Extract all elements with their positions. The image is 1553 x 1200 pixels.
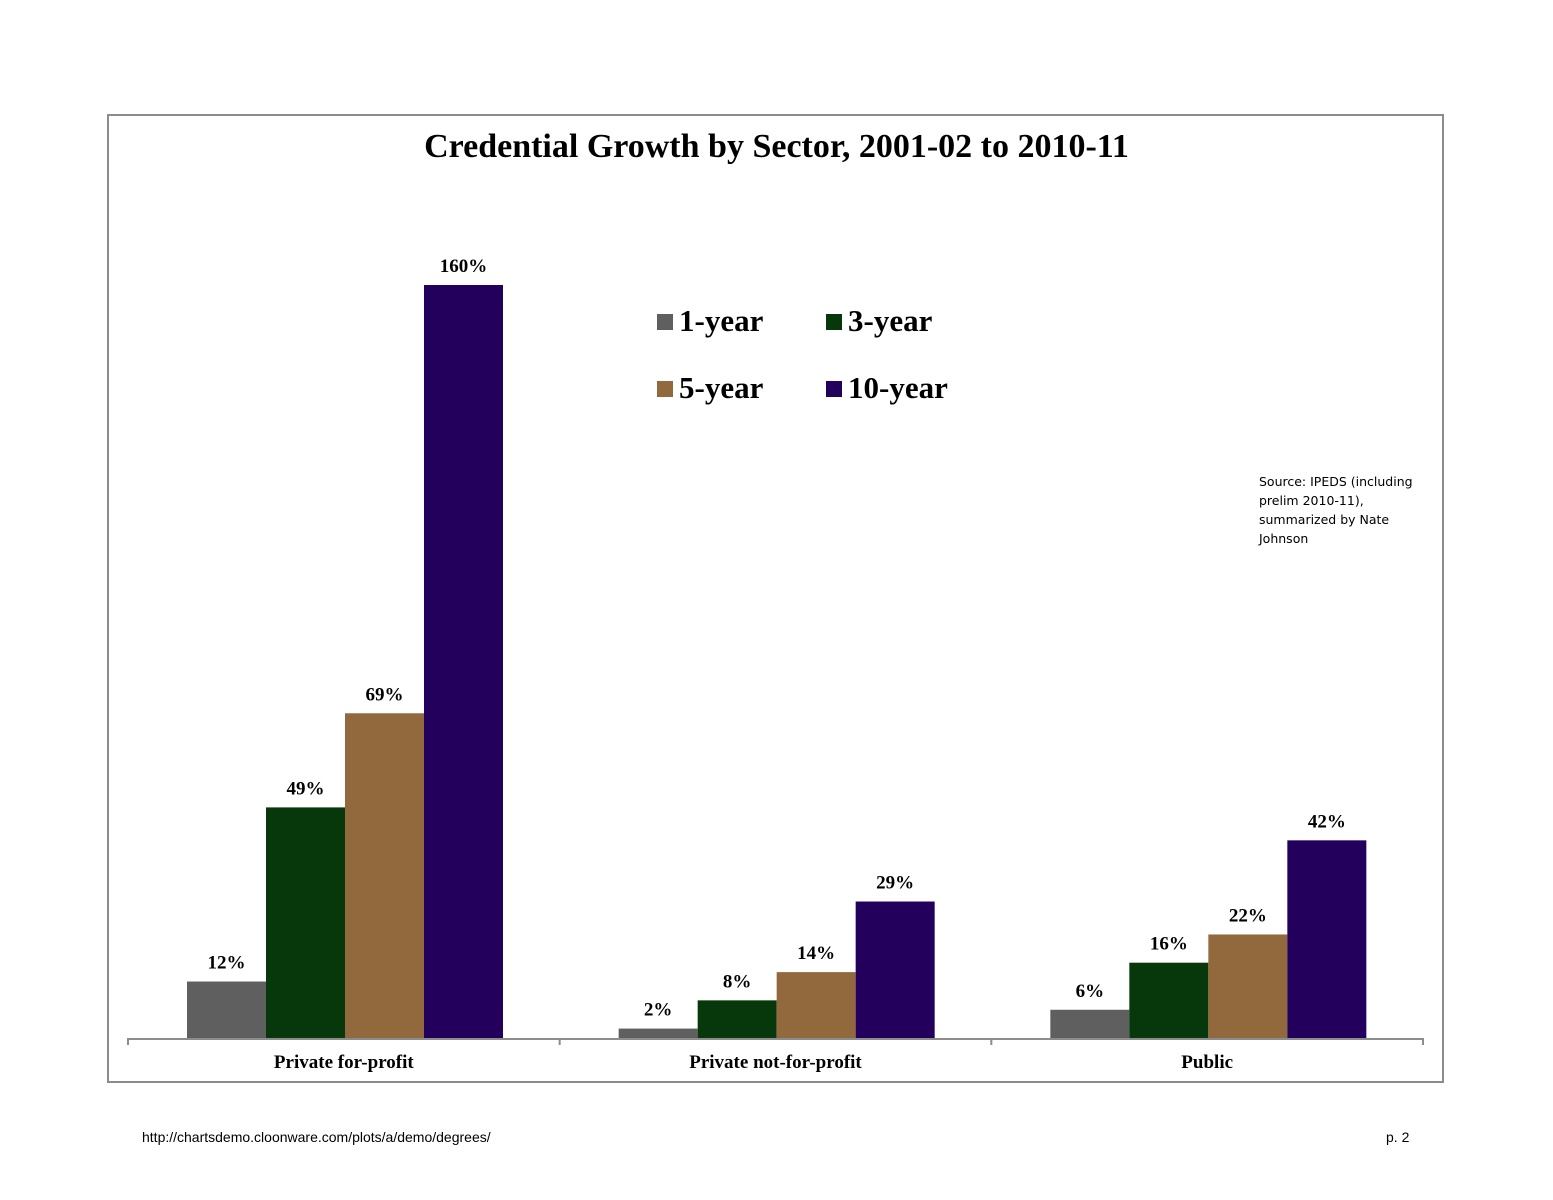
data-label: 12% [208, 953, 246, 974]
source-annotation: Source: IPEDS (including prelim 2010-11)… [1259, 474, 1413, 546]
data-label: 16% [1150, 934, 1188, 955]
bar-5-year-2 [1208, 934, 1288, 1038]
data-label: 6% [1076, 981, 1105, 1002]
data-label: 8% [723, 971, 752, 992]
bar-3-year-1 [697, 1000, 777, 1038]
bar-5-year-1 [776, 972, 856, 1038]
data-label: 2% [644, 1000, 673, 1021]
footer-url[interactable]: http://chartsdemo.cloonware.com/plots/a/… [142, 1129, 491, 1145]
data-label: 14% [797, 943, 835, 964]
legend-label: 1-year [679, 303, 764, 338]
chart-frame [107, 114, 1444, 1083]
bar-1-year-1 [618, 1028, 698, 1038]
category-label: Private not-for-profit [689, 1052, 862, 1073]
data-label: 49% [287, 778, 325, 799]
bar-3-year-2 [1129, 962, 1209, 1038]
legend-label: 3-year [848, 303, 933, 338]
bar-5-year-0 [345, 713, 424, 1038]
bar-10-year-1 [855, 901, 935, 1038]
bar-1-year-0 [187, 981, 266, 1038]
category-label: Public [1181, 1052, 1233, 1073]
x-axis: Private for-profit Private not-for-profit… [127, 1038, 1424, 1073]
data-label: 160% [440, 256, 488, 277]
bars-group: 12% 49% 69% 160% 2% 8% 14% 29% 6% 16% 22% 42% [187, 256, 1367, 1038]
legend-swatch [826, 381, 842, 397]
data-label: 69% [366, 684, 404, 705]
legend-swatch [657, 381, 673, 397]
legend: 1-year 3-year 5-year 10-year [657, 303, 948, 405]
bar-1-year-2 [1050, 1009, 1130, 1038]
legend-label: 5-year [679, 370, 764, 405]
legend-swatch [657, 314, 673, 330]
category-label: Private for-profit [274, 1052, 414, 1073]
data-label: 42% [1308, 811, 1346, 832]
bar-10-year-0 [424, 285, 503, 1038]
footer-page-number: p. 2 [1386, 1129, 1410, 1145]
legend-swatch [826, 314, 842, 330]
bar-3-year-0 [266, 807, 345, 1038]
data-label: 29% [876, 873, 914, 894]
legend-label: 10-year [848, 370, 948, 405]
chart-title: Credential Growth by Sector, 2001-02 to … [424, 128, 1129, 165]
data-label: 22% [1229, 905, 1267, 926]
bar-10-year-2 [1287, 840, 1367, 1038]
